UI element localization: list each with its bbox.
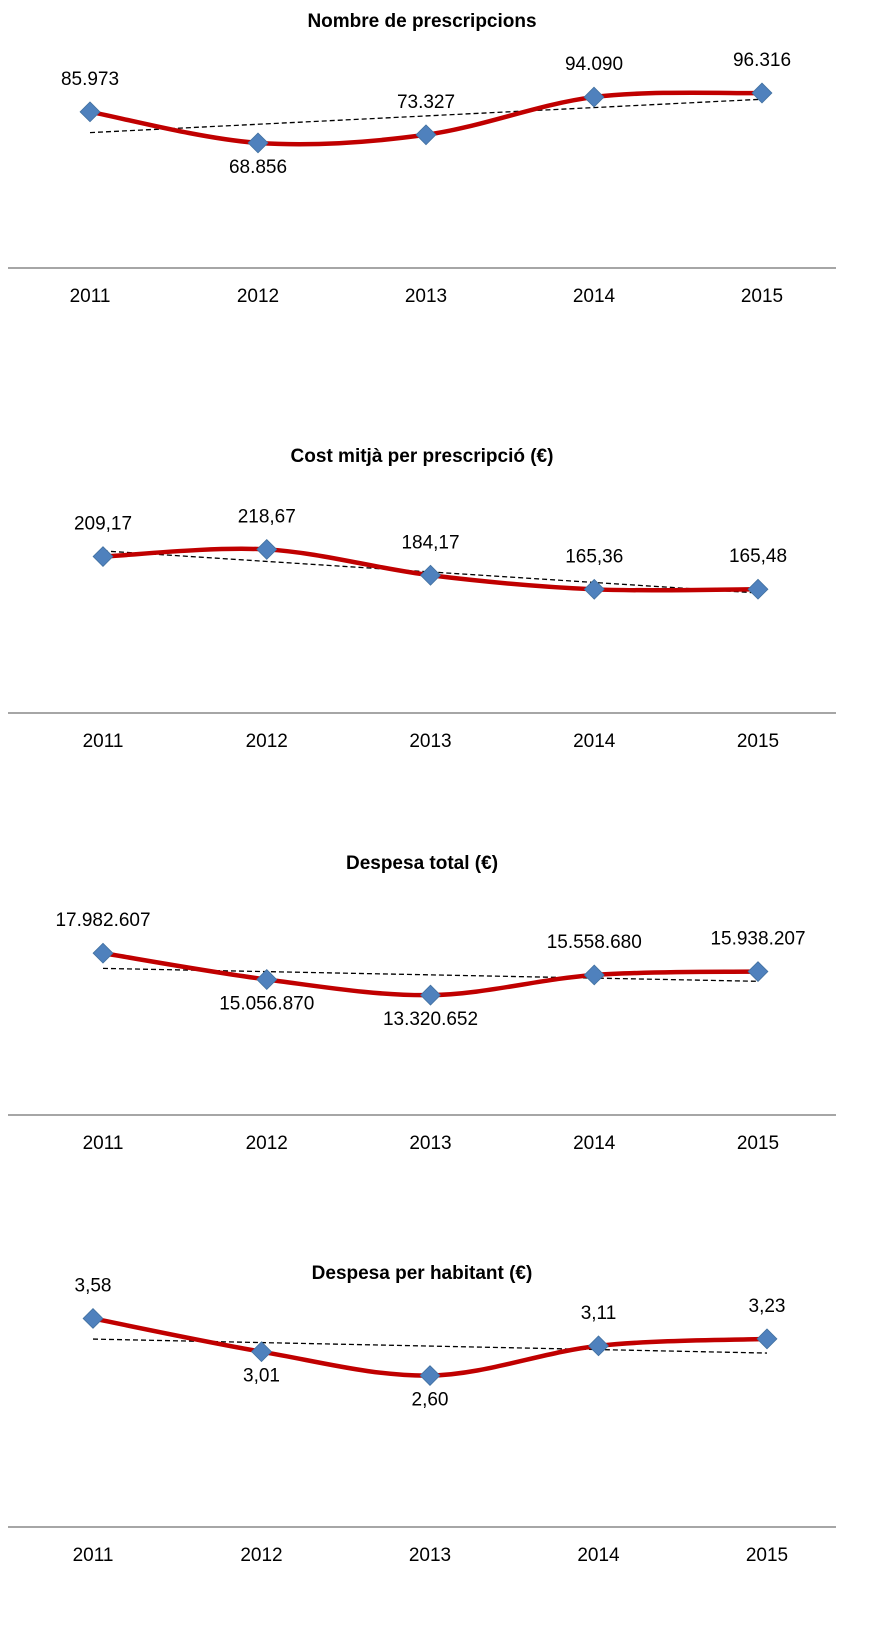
data-label: 2,60	[412, 1390, 449, 1411]
data-label: 3,01	[243, 1366, 280, 1387]
marker	[419, 1365, 441, 1387]
data-label: 184,17	[401, 532, 459, 553]
trend-line	[102, 967, 759, 982]
data-label: 3,23	[749, 1296, 786, 1317]
data-label: 15.056.870	[219, 994, 314, 1015]
x-tick-label: 2013	[409, 1545, 451, 1566]
data-label: 3,58	[75, 1275, 112, 1296]
chart: Cost mitjà per prescripció (€) 2011 2012 20…	[8, 446, 836, 752]
x-tick-label: 2015	[737, 731, 779, 752]
marker	[747, 578, 769, 600]
data-label: 94.090	[565, 54, 623, 75]
data-label: 85.973	[61, 69, 119, 90]
x-tick-label: 2012	[246, 731, 288, 752]
marker	[256, 969, 278, 990]
marker	[251, 1341, 272, 1363]
marker	[756, 1328, 778, 1350]
data-label: 73.327	[397, 92, 455, 113]
x-tick-label: 2013	[405, 286, 447, 307]
data-label: 17.982.607	[55, 910, 150, 931]
marker	[583, 964, 605, 986]
chart-title: Cost mitjà per prescripció (€)	[291, 446, 554, 467]
x-tick-label: 2011	[73, 1545, 114, 1566]
trend-line	[89, 98, 763, 134]
chart: Despesa total (€) 2011 2012 2013 2014 2015 17.…	[8, 853, 836, 1154]
data-label: 209,17	[74, 514, 132, 535]
x-tick-label: 2012	[246, 1133, 288, 1154]
x-tick-label: 2014	[573, 1133, 616, 1154]
x-tick-label: 2014	[577, 1545, 620, 1566]
x-tick-label: 2015	[741, 286, 783, 307]
chart-title: Nombre de prescripcions	[307, 11, 536, 32]
data-label: 96.316	[733, 50, 791, 71]
data-label: 68.856	[229, 157, 287, 178]
chart-title: Despesa total (€)	[346, 853, 498, 874]
x-tick-label: 2011	[83, 731, 124, 752]
x-tick-label: 2011	[70, 286, 111, 307]
marker	[751, 82, 773, 104]
marker	[79, 101, 101, 123]
marker	[256, 538, 278, 560]
x-tick-label: 2013	[409, 1133, 451, 1154]
x-tick-label: 2015	[746, 1545, 788, 1566]
data-label: 165,36	[565, 546, 623, 567]
x-tick-label: 2012	[240, 1545, 282, 1566]
x-tick-label: 2013	[409, 731, 451, 752]
marker	[82, 1307, 104, 1329]
data-label: 15.558.680	[547, 932, 642, 953]
x-tick-label: 2011	[83, 1133, 124, 1154]
x-tick-label: 2012	[237, 286, 279, 307]
marker	[92, 942, 114, 964]
x-tick-label: 2015	[737, 1133, 779, 1154]
marker	[747, 961, 769, 983]
x-tick-label: 2014	[573, 286, 616, 307]
data-label: 165,48	[729, 546, 787, 567]
marker	[92, 546, 114, 568]
marker	[583, 86, 605, 108]
data-label: 218,67	[238, 506, 296, 527]
data-label: 3,11	[581, 1303, 617, 1324]
chart: Nombre de prescripcions 2011 2012 2013 2014 2…	[8, 11, 836, 307]
marker	[420, 984, 441, 1006]
marker	[420, 564, 441, 586]
marker	[583, 578, 605, 600]
marker	[588, 1335, 609, 1357]
x-tick-label: 2014	[573, 731, 616, 752]
chart: Despesa per habitant (€) 2011 2012 2013 2014…	[8, 1263, 836, 1566]
chart-title: Despesa per habitant (€)	[312, 1263, 533, 1284]
marker	[415, 124, 437, 146]
data-label: 15.938.207	[710, 929, 805, 950]
marker	[247, 132, 269, 154]
data-label: 13.320.652	[383, 1009, 478, 1030]
